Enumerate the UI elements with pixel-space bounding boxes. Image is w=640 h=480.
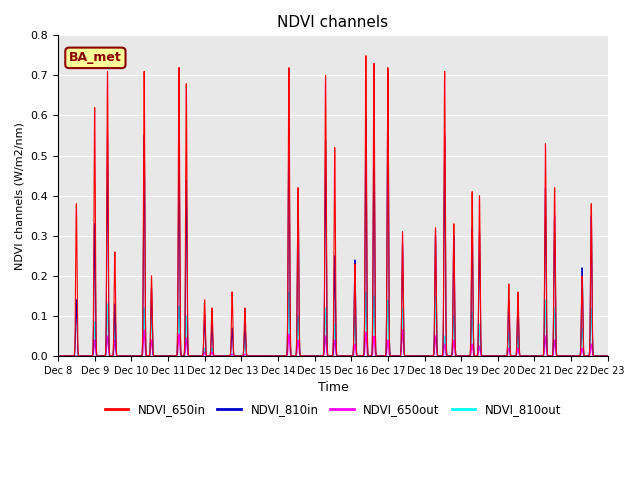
NDVI_650out	[54, 353, 62, 359]
NDVI_810in	[404, 353, 412, 359]
NDVI_650in	[362, 53, 370, 59]
Line: NDVI_650in: NDVI_650in	[58, 56, 608, 356]
NDVI_810out	[380, 353, 387, 359]
NDVI_810in	[384, 69, 392, 74]
NDVI_650in	[54, 353, 62, 359]
NDVI_810in	[82, 353, 90, 359]
NDVI_810in	[462, 353, 470, 359]
NDVI_650out	[380, 353, 387, 359]
NDVI_650in	[253, 353, 261, 359]
NDVI_810in	[604, 353, 612, 359]
NDVI_810in	[492, 353, 499, 359]
NDVI_650in	[462, 353, 470, 359]
Line: NDVI_650out: NDVI_650out	[58, 330, 608, 356]
NDVI_810in	[263, 353, 271, 359]
NDVI_650in	[404, 353, 412, 359]
Legend: NDVI_650in, NDVI_810in, NDVI_650out, NDVI_810out: NDVI_650in, NDVI_810in, NDVI_650out, NDV…	[100, 398, 566, 420]
NDVI_650out	[253, 353, 261, 359]
NDVI_810out	[54, 353, 62, 359]
NDVI_650out	[462, 353, 470, 359]
NDVI_650out	[491, 353, 499, 359]
Y-axis label: NDVI channels (W/m2/nm): NDVI channels (W/m2/nm)	[15, 122, 25, 270]
NDVI_810in	[380, 353, 387, 359]
NDVI_650in	[82, 353, 90, 359]
Line: NDVI_810in: NDVI_810in	[58, 72, 608, 356]
NDVI_650in	[604, 353, 612, 359]
NDVI_810out	[253, 353, 261, 359]
NDVI_810out	[285, 289, 292, 295]
NDVI_810in	[253, 353, 261, 359]
NDVI_810out	[403, 353, 411, 359]
NDVI_810out	[604, 353, 612, 359]
NDVI_810out	[491, 353, 499, 359]
Text: BA_met: BA_met	[69, 51, 122, 64]
NDVI_810in	[54, 353, 62, 359]
NDVI_810out	[82, 353, 90, 359]
NDVI_650out	[140, 327, 148, 333]
NDVI_650out	[403, 353, 411, 359]
Line: NDVI_810out: NDVI_810out	[58, 292, 608, 356]
NDVI_650out	[82, 353, 90, 359]
NDVI_650out	[604, 353, 612, 359]
NDVI_650in	[380, 353, 387, 359]
Title: NDVI channels: NDVI channels	[277, 15, 388, 30]
X-axis label: Time: Time	[317, 381, 348, 394]
NDVI_650in	[263, 353, 271, 359]
NDVI_810out	[462, 353, 470, 359]
NDVI_650in	[492, 353, 499, 359]
